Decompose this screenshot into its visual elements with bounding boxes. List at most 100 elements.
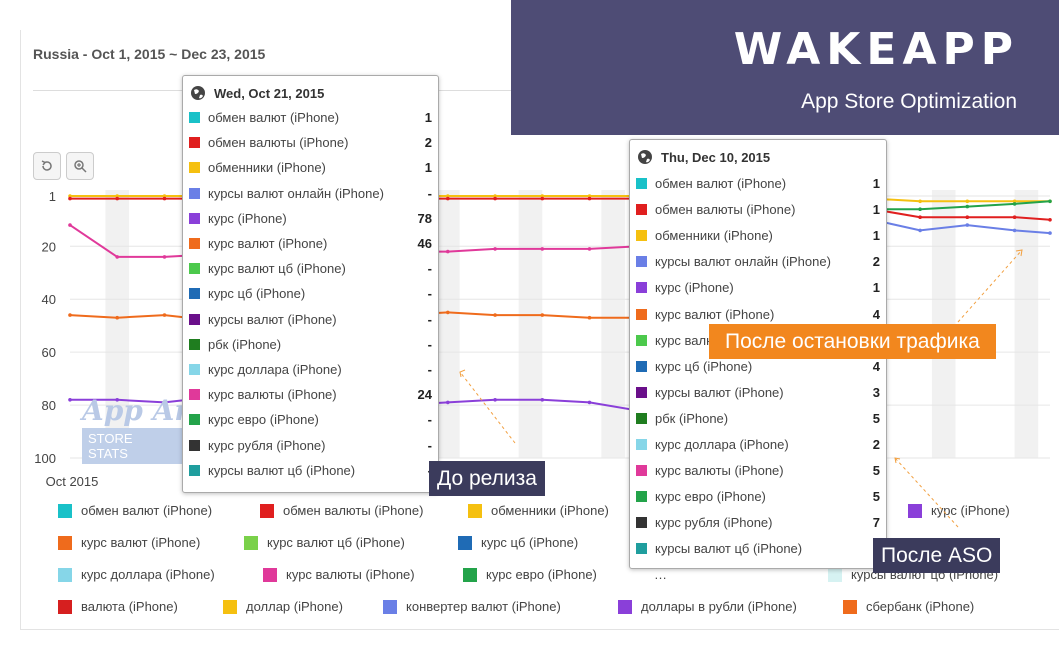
legend-swatch	[618, 599, 632, 614]
tooltip-date: Wed, Oct 21, 2015	[214, 85, 325, 101]
legend-item[interactable]: курс валюты (iPhone)	[263, 567, 415, 582]
y-tick-label: 40	[42, 292, 56, 307]
data-point	[115, 398, 119, 402]
data-point	[1048, 218, 1052, 222]
legend-label: обмен валют (iPhone)	[81, 503, 213, 518]
chart-panel	[20, 30, 1059, 630]
legend-item[interactable]: курс (iPhone)	[908, 503, 1010, 518]
tooltip-row: обменники (iPhone) 1	[630, 228, 886, 243]
chart-legend: обмен валют (iPhone) обмен валюты (iPhone…	[58, 503, 1038, 623]
tooltip-row: обмен валют (iPhone) 1	[183, 110, 438, 125]
tooltip-swatch	[636, 360, 647, 372]
legend-label: курс доллара (iPhone)	[81, 567, 215, 582]
legend-more[interactable]: …	[654, 567, 667, 582]
tooltip-rank: 4	[872, 358, 880, 374]
globe-icon	[191, 86, 205, 100]
data-point	[918, 215, 922, 219]
legend-item[interactable]: конвертер валют (iPhone)	[383, 599, 561, 614]
tooltip-rank: -	[427, 437, 432, 453]
tooltip-swatch	[189, 439, 200, 451]
tooltip-keyword: курсы валют (iPhone)	[655, 384, 784, 400]
legend-item[interactable]: обмен валют (iPhone)	[58, 503, 212, 518]
tooltip-rank: 5	[872, 410, 880, 426]
before-release-label: До релиза	[429, 461, 545, 496]
legend-item[interactable]: курс цб (iPhone)	[458, 535, 578, 550]
tooltip-rank: 2	[424, 135, 432, 151]
data-point	[446, 310, 450, 315]
data-point	[493, 398, 497, 402]
after-traffic-stop-label: После остановки трафика	[709, 324, 996, 359]
legend-item[interactable]: обмен валюты (iPhone)	[260, 503, 423, 518]
data-point	[162, 196, 167, 201]
data-point	[68, 194, 72, 198]
data-point	[162, 194, 167, 198]
tooltip-swatch	[636, 178, 647, 189]
data-point	[587, 400, 592, 405]
y-tick-label: 20	[42, 239, 56, 254]
tooltip-row: курсы валют онлайн (iPhone) 2	[630, 254, 886, 269]
tooltip-rank: 78	[417, 210, 432, 226]
tooltip-rank: -	[427, 412, 432, 428]
legend-item[interactable]: доллары в рубли (iPhone)	[618, 599, 797, 614]
legend-label: курс цб (iPhone)	[481, 535, 579, 550]
data-point	[587, 194, 592, 198]
data-point	[162, 400, 167, 405]
tooltip-keyword: курс евро (iPhone)	[208, 412, 319, 428]
tooltip-keyword: курсы валют цб (iPhone)	[655, 541, 803, 557]
tooltip-row: курс валют (iPhone) 46	[183, 236, 438, 251]
data-point	[162, 255, 167, 259]
tooltip-keyword: курсы валют (iPhone)	[208, 311, 337, 327]
tooltip-swatch	[189, 389, 200, 401]
tooltip-row: обменники (iPhone) 1	[183, 160, 438, 175]
legend-label: обмен валюты (iPhone)	[283, 503, 424, 518]
tooltip-keyword: курс цб (iPhone)	[208, 286, 306, 302]
tooltip-rank: 4	[872, 306, 880, 322]
tooltip-swatch	[189, 338, 200, 350]
tooltip-keyword: рбк (iPhone)	[655, 410, 729, 426]
tooltip-rank: -	[427, 185, 432, 201]
data-point	[1048, 199, 1052, 204]
legend-item[interactable]: курс евро (iPhone)	[463, 567, 597, 582]
data-point	[587, 315, 592, 320]
tooltip-row: курсы валют цб (iPhone)-	[183, 463, 438, 478]
tooltip-row: обмен валюты (iPhone) 2	[183, 135, 438, 150]
tooltip-rank: -	[427, 261, 432, 277]
legend-swatch	[58, 503, 72, 518]
globe-icon	[638, 150, 652, 164]
reset-zoom-button[interactable]	[33, 152, 61, 180]
tooltip-rank: 7	[872, 515, 880, 531]
x-tick-label: Oct 2015	[46, 474, 99, 489]
legend-item[interactable]: обменники (iPhone)	[468, 503, 609, 518]
data-point	[587, 247, 592, 251]
legend-item[interactable]: курс доллара (iPhone)	[58, 567, 215, 582]
tooltip-swatch	[189, 187, 200, 199]
tooltip-row: курс валют (iPhone) 4	[630, 307, 886, 322]
data-point	[587, 196, 592, 201]
app-annie-watermark: App Annie STORE STATS	[82, 394, 244, 464]
tooltip-rank: 2	[872, 437, 880, 452]
y-tick-label: 80	[42, 398, 56, 413]
data-point	[540, 247, 545, 251]
tooltip-rank: -	[427, 311, 432, 327]
legend-swatch	[223, 599, 237, 614]
tooltip-swatch	[189, 112, 200, 123]
legend-swatch	[260, 503, 274, 518]
tooltip-keyword: курс валюты (iPhone)	[655, 463, 784, 479]
tooltip-rank: 5	[872, 463, 880, 479]
legend-item[interactable]: валюта (iPhone)	[58, 599, 178, 614]
legend-item[interactable]: доллар (iPhone)	[223, 599, 343, 614]
tooltip-keyword: курс валют (iPhone)	[655, 306, 775, 322]
data-point	[965, 199, 970, 204]
legend-swatch	[58, 567, 72, 582]
legend-item[interactable]: курс валют цб (iPhone)	[244, 535, 405, 550]
after-aso-label: После ASO	[873, 538, 1001, 573]
data-point	[965, 223, 970, 227]
zoom-button[interactable]	[66, 152, 94, 180]
legend-item[interactable]: сбербанк (iPhone)	[843, 599, 974, 614]
data-point	[918, 199, 922, 204]
legend-item[interactable]: курс валют (iPhone)	[58, 535, 200, 550]
tooltip-keyword: курсы валют онлайн (iPhone)	[655, 254, 831, 270]
legend-swatch	[263, 567, 277, 582]
legend-swatch	[908, 503, 922, 518]
tooltip-keyword: курс доллара (iPhone)	[208, 362, 342, 377]
